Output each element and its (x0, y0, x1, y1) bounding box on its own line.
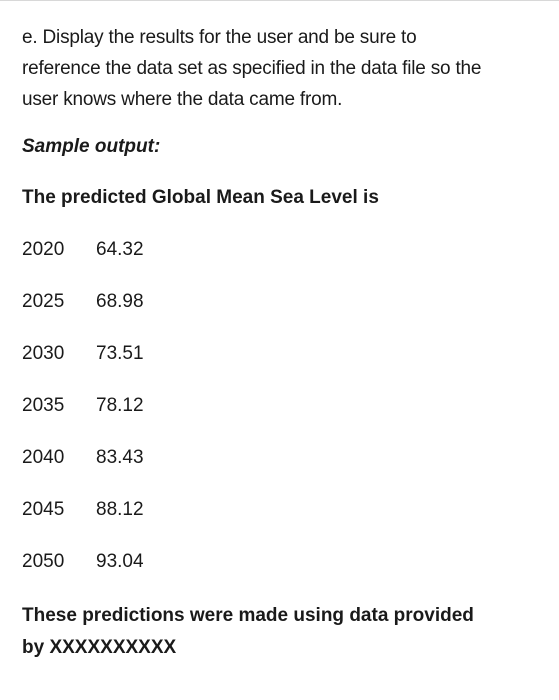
result-value: 83.43 (96, 447, 144, 468)
predicted-heading: The predicted Global Mean Sea Level is (22, 187, 379, 208)
result-row: 2045 88.12 (22, 496, 542, 524)
result-year: 2035 (22, 395, 65, 416)
result-value: 88.12 (96, 499, 144, 520)
top-divider (0, 0, 559, 1)
data-source-note: These predictions were made using data p… (22, 600, 542, 664)
result-row: 2040 83.43 (22, 444, 542, 472)
result-year: 2030 (22, 343, 65, 364)
instruction-line-2: reference the data set as specified in t… (22, 58, 482, 79)
result-value: 68.98 (96, 291, 144, 312)
result-row: 2025 68.98 (22, 288, 542, 316)
instruction-line-3: user knows where the data came from. (22, 89, 343, 110)
footer-line-2: by XXXXXXXXXX (22, 637, 177, 658)
result-value: 73.51 (96, 343, 144, 364)
result-year: 2045 (22, 499, 65, 520)
result-row: 2035 78.12 (22, 392, 542, 420)
result-year: 2040 (22, 447, 65, 468)
sample-output-heading: Sample output: (22, 136, 161, 157)
result-value: 78.12 (96, 395, 144, 416)
result-value: 93.04 (96, 551, 144, 572)
result-row: 2050 93.04 (22, 548, 542, 576)
result-year: 2025 (22, 291, 65, 312)
result-year: 2050 (22, 551, 65, 572)
result-value: 64.32 (96, 239, 144, 260)
results-list: 2020 64.32 2025 68.98 2030 73.51 2035 78… (22, 236, 542, 576)
instruction-text: e. Display the results for the user and … (22, 22, 542, 115)
result-year: 2020 (22, 239, 65, 260)
footer-line-1: These predictions were made using data p… (22, 605, 474, 626)
document-body: e. Display the results for the user and … (22, 22, 542, 664)
result-row: 2020 64.32 (22, 236, 542, 264)
result-row: 2030 73.51 (22, 340, 542, 368)
instruction-line-1: e. Display the results for the user and … (22, 27, 417, 48)
